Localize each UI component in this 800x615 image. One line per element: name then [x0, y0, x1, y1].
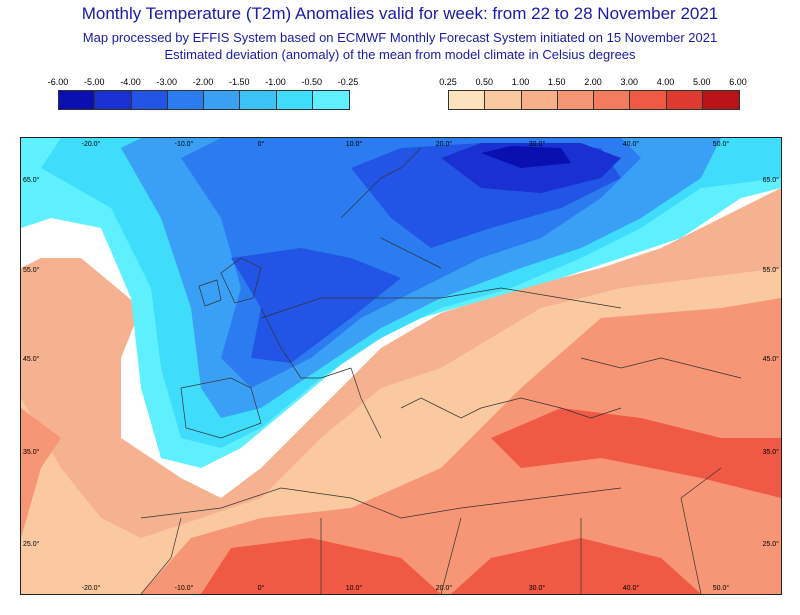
latitude-label: 55.0° [763, 266, 780, 274]
latitude-label: 45.0° [23, 355, 40, 363]
warm-legend-swatch [630, 91, 667, 109]
balkans-coast [400, 397, 482, 419]
warm-legend-swatch [449, 91, 486, 109]
warm-color-bar [448, 90, 740, 110]
anomaly-bands [21, 138, 781, 594]
cold-legend-swatch [167, 91, 204, 109]
cold-legend-tick-label: -0.25 [337, 77, 359, 87]
longitude-label: 50.0° [713, 140, 730, 148]
warm-legend-tick-label: 1.00 [511, 77, 530, 87]
longitude-label: 0° [258, 140, 265, 148]
latitude-label: 55.0° [23, 266, 40, 274]
latitude-label: 25.0° [23, 540, 40, 548]
cold-legend-tick-label: -0.50 [301, 77, 323, 87]
longitude-label: 40.0° [623, 140, 640, 148]
latitude-label: 35.0° [23, 448, 40, 456]
longitude-label: 10.0° [346, 584, 363, 592]
cold-zone-finland [441, 143, 621, 193]
cold-legend-tick-label: -2.00 [192, 77, 214, 87]
longitude-label: 20.0° [436, 584, 453, 592]
cold-legend-swatch [131, 91, 168, 109]
cold-legend-tick-label: -3.00 [156, 77, 178, 87]
warm-legend-tick-label: 3.00 [620, 77, 639, 87]
top-axis: -20.0° -10.0° 0° 10.0° 20.0° 30.0° 40.0° 50.0° [82, 140, 730, 148]
map-title: Monthly Temperature (T2m) Anomalies vali… [81, 4, 719, 23]
france-italy-coast [260, 307, 352, 379]
map-subtitle: Map processed by EFFIS System based on E… [82, 30, 718, 45]
cold-legend-tick-label: -1.50 [228, 77, 250, 87]
longitude-label: 0° [258, 584, 265, 592]
longitude-label: 20.0° [436, 140, 453, 148]
morocco-border [140, 517, 182, 594]
bottom-axis: -20.0° -10.0° 0° 10.0° 20.0° 30.0° 40.0° 50.0° [82, 584, 730, 592]
map-note: Estimated deviation (anomaly) of the mea… [164, 47, 636, 62]
longitude-label: 30.0° [529, 584, 546, 592]
norway-coast [340, 147, 422, 219]
cold-legend-tick-label: -5.00 [83, 77, 105, 87]
right-axis: 65.0° 55.0° 45.0° 35.0° 25.0° [763, 176, 780, 548]
latitude-label: 35.0° [763, 448, 780, 456]
cold-anomaly-legend: -6.00 -5.00 -4.00 -3.00 -2.00 -1.50 -1.00 -0.50… [48, 77, 359, 111]
warm-legend-swatch [594, 91, 631, 109]
warm-zone-atlantic-south [21, 408, 61, 538]
longitude-label: -20.0° [82, 584, 101, 592]
latitude-label: 45.0° [763, 355, 780, 363]
cold-legend-swatch [312, 91, 349, 109]
cold-legend-tick-label: -4.00 [120, 77, 141, 87]
warm-legend-tick-label: 0.50 [475, 77, 494, 87]
warm-legend-swatch [666, 91, 703, 109]
warm-legend-tick-label: 1.50 [547, 77, 566, 87]
cold-legend-tick-label: -6.00 [47, 77, 69, 87]
longitude-label: 50.0° [713, 584, 730, 592]
warm-legend-tick-label: 0.25 [439, 77, 457, 87]
italy-coast [350, 367, 382, 439]
country-borders [140, 147, 742, 594]
cold-legend-swatch [276, 91, 313, 109]
warm-legend-swatch [702, 91, 739, 109]
longitude-label: -20.0° [82, 140, 101, 148]
latitude-label: 65.0° [763, 176, 780, 184]
warm-legend-tick-label: 5.00 [692, 77, 711, 87]
longitude-label: 10.0° [346, 140, 363, 148]
cold-legend-swatch [95, 91, 132, 109]
cold-color-bar [58, 90, 350, 110]
libya-border [440, 517, 462, 594]
left-axis: 65.0° 55.0° 45.0° 35.0° 25.0° [23, 176, 40, 548]
warm-legend-tick-label: 2.00 [584, 77, 602, 87]
warm-zone-turkey [491, 408, 781, 498]
cold-legend-swatch [59, 91, 96, 109]
anatolia-coast [480, 397, 622, 419]
warm-zone-sahara-east [451, 538, 701, 594]
great-britain-coast [220, 257, 262, 304]
ireland-coast [198, 279, 222, 307]
north-africa-coast [140, 487, 622, 519]
warm-legend-swatch [521, 91, 558, 109]
anomaly-map-svg: -20.0° -10.0° 0° 10.0° 20.0° 30.0° 40.0° 50.0° … [21, 138, 781, 594]
warm-zone-mid [141, 298, 781, 594]
baltic-coast [380, 237, 442, 269]
cold-legend-swatch [240, 91, 277, 109]
middle-east-border [680, 467, 722, 594]
anomaly-map: -20.0° -10.0° 0° 10.0° 20.0° 30.0° 40.0° 50.0° … [20, 137, 782, 595]
country-border-east [260, 287, 622, 319]
warm-legend-tick-label: 4.00 [656, 77, 675, 87]
warm-legend-swatch [485, 91, 522, 109]
black-sea-caspian-coast [580, 357, 742, 379]
cold-zone-core [481, 146, 571, 168]
longitude-label: 40.0° [623, 584, 640, 592]
latitude-label: 65.0° [23, 176, 40, 184]
warm-legend-tick-label: 6.00 [729, 77, 747, 87]
longitude-label: 30.0° [529, 140, 546, 148]
cold-zone-west-europe [231, 248, 401, 363]
longitude-label: -10.0° [175, 140, 194, 148]
cold-legend-tick-label: -1.00 [265, 77, 286, 87]
cold-legend-swatch [204, 91, 241, 109]
latitude-label: 25.0° [763, 540, 780, 548]
iberia-coast [180, 377, 262, 439]
longitude-label: -10.0° [175, 584, 194, 592]
warm-anomaly-legend: 0.25 0.50 1.00 1.50 2.00 3.00 4.00 5.00 6.00 [439, 77, 748, 111]
warm-legend-swatch [557, 91, 594, 109]
